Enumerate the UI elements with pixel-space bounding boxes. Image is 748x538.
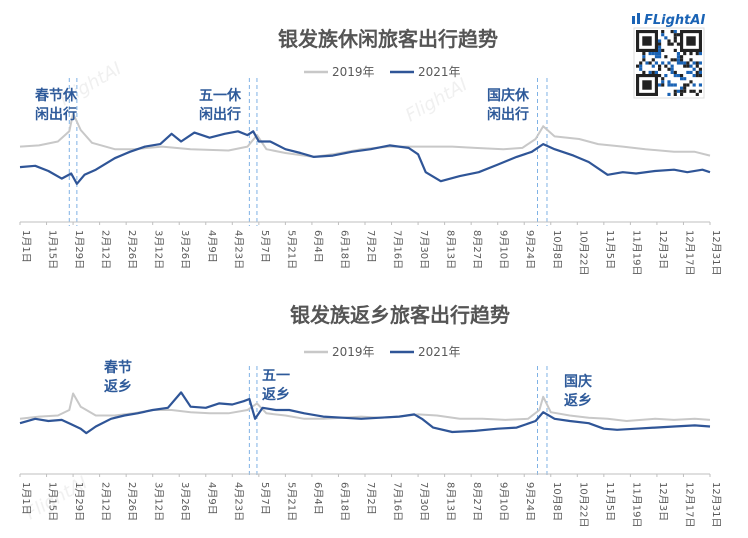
x-tick-label: 9月24日: [524, 482, 536, 521]
annotation-line: 闲出行: [35, 106, 77, 123]
x-tick-label: 10月22日: [577, 230, 589, 275]
x-tick-label: 8月13日: [445, 230, 457, 269]
legend-label: 2019年: [332, 345, 375, 359]
x-tick-label: 5月7日: [259, 230, 271, 263]
x-tick-label: 6月4日: [312, 482, 324, 515]
x-tick-label: 6月18日: [338, 482, 350, 521]
x-tick-label: 1月1日: [20, 482, 32, 515]
x-tick-label: 12月17日: [683, 230, 695, 275]
x-tick-label: 1月1日: [20, 230, 32, 263]
series-line-2021: [19, 130, 711, 185]
annotation-line: 国庆休: [487, 87, 530, 104]
chart-legend: 2019年 2021年: [304, 65, 461, 79]
series-line-2021: [19, 391, 711, 435]
x-tick-label: 3月26日: [179, 230, 191, 269]
series-line-2019: [19, 392, 711, 422]
x-tick-label: 1月15日: [47, 230, 59, 269]
x-tick-label: 11月19日: [630, 230, 642, 275]
x-tick-label: 4月23日: [232, 230, 244, 269]
annotation-line: 返乡: [104, 378, 132, 395]
x-tick-label: 5月21日: [285, 230, 297, 269]
x-tick-label: 8月27日: [471, 230, 483, 269]
x-tick-label: 7月2日: [365, 230, 377, 263]
x-tick-label: 7月16日: [392, 482, 404, 521]
x-tick-label: 11月5日: [604, 230, 616, 269]
x-tick-label: 12月17日: [683, 482, 695, 527]
x-tick-label: 2月12日: [100, 482, 112, 521]
annotation-line: 返乡: [564, 392, 592, 409]
x-tick-label: 12月31日: [710, 482, 722, 527]
x-tick-label: 5月7日: [259, 482, 271, 515]
x-tick-label: 7月2日: [365, 482, 377, 515]
x-tick-label: 12月31日: [710, 230, 722, 275]
qr-code-icon: [633, 27, 705, 99]
annotation-line: 国庆: [564, 373, 592, 390]
chart-leisure-travel: 银发族休闲旅客出行趋势 2019年 2021年 1月1日 1月15日 1月29日 2月12日…: [19, 27, 722, 275]
chart-title: 银发族返乡旅客出行趋势: [290, 303, 510, 327]
watermark-layer: FlightAI FlightAI FlightAI: [22, 58, 471, 524]
chart-hometown-travel: 银发族返乡旅客出行趋势 2019年 2021年 1月1日 1月15日 1月29日 2月12日…: [19, 303, 722, 527]
x-tick-label: 12月3日: [657, 230, 669, 269]
x-tick-label: 1月29日: [73, 230, 85, 269]
x-tick-label: 3月12日: [153, 230, 165, 269]
annotation-line: 闲出行: [199, 106, 241, 123]
x-tick-label: 7月30日: [418, 230, 430, 269]
x-tick-label: 9月24日: [524, 230, 536, 269]
x-tick-label: 9月10日: [498, 230, 510, 269]
x-tick-label: 1月15日: [47, 482, 59, 521]
annotation-line: 闲出行: [487, 106, 529, 123]
x-tick-label: 9月10日: [498, 482, 510, 521]
annotation-line: 五一休: [199, 87, 242, 104]
x-tick-label: 7月16日: [392, 230, 404, 269]
chart-title: 银发族休闲旅客出行趋势: [278, 27, 498, 51]
brand-block: FLightAI: [632, 13, 705, 99]
x-tick-label: 2月26日: [126, 482, 138, 521]
annotation-line: 返乡: [262, 386, 290, 403]
x-tick-label: 12月3日: [657, 482, 669, 521]
legend-label: 2021年: [418, 345, 461, 359]
legend-label: 2019年: [332, 65, 375, 79]
annotation-line: 春节: [103, 359, 132, 376]
x-tick-label: 6月4日: [312, 230, 324, 263]
chart-legend: 2019年 2021年: [304, 345, 461, 359]
x-tick-label: 7月30日: [418, 482, 430, 521]
x-tick-label: 10月8日: [551, 482, 563, 521]
x-tick-label: 3月12日: [153, 482, 165, 521]
flightai-logo-icon: [632, 13, 640, 24]
x-tick-label: 4月23日: [232, 482, 244, 521]
brand-name: FLightAI: [644, 13, 705, 28]
x-tick-label: 4月9日: [206, 482, 218, 515]
x-tick-label: 5月21日: [285, 482, 297, 521]
x-tick-label: 11月5日: [604, 482, 616, 521]
x-tick-label: 3月26日: [179, 482, 191, 521]
legend-label: 2021年: [418, 65, 461, 79]
annotation-line: 五一: [262, 368, 290, 384]
x-tick-label: 2月12日: [100, 230, 112, 269]
x-tick-label: 11月19日: [630, 482, 642, 527]
x-tick-label: 4月9日: [206, 230, 218, 263]
x-tick-label: 8月27日: [471, 482, 483, 521]
annotation-line: 春节休: [34, 87, 78, 104]
x-tick-label: 1月29日: [73, 482, 85, 521]
x-tick-label: 10月22日: [577, 482, 589, 527]
x-tick-label: 6月18日: [338, 230, 350, 269]
watermark-text: FlightAI: [402, 74, 471, 126]
x-tick-label: 10月8日: [551, 230, 563, 269]
x-tick-label: 8月13日: [445, 482, 457, 521]
x-tick-label: 2月26日: [126, 230, 138, 269]
